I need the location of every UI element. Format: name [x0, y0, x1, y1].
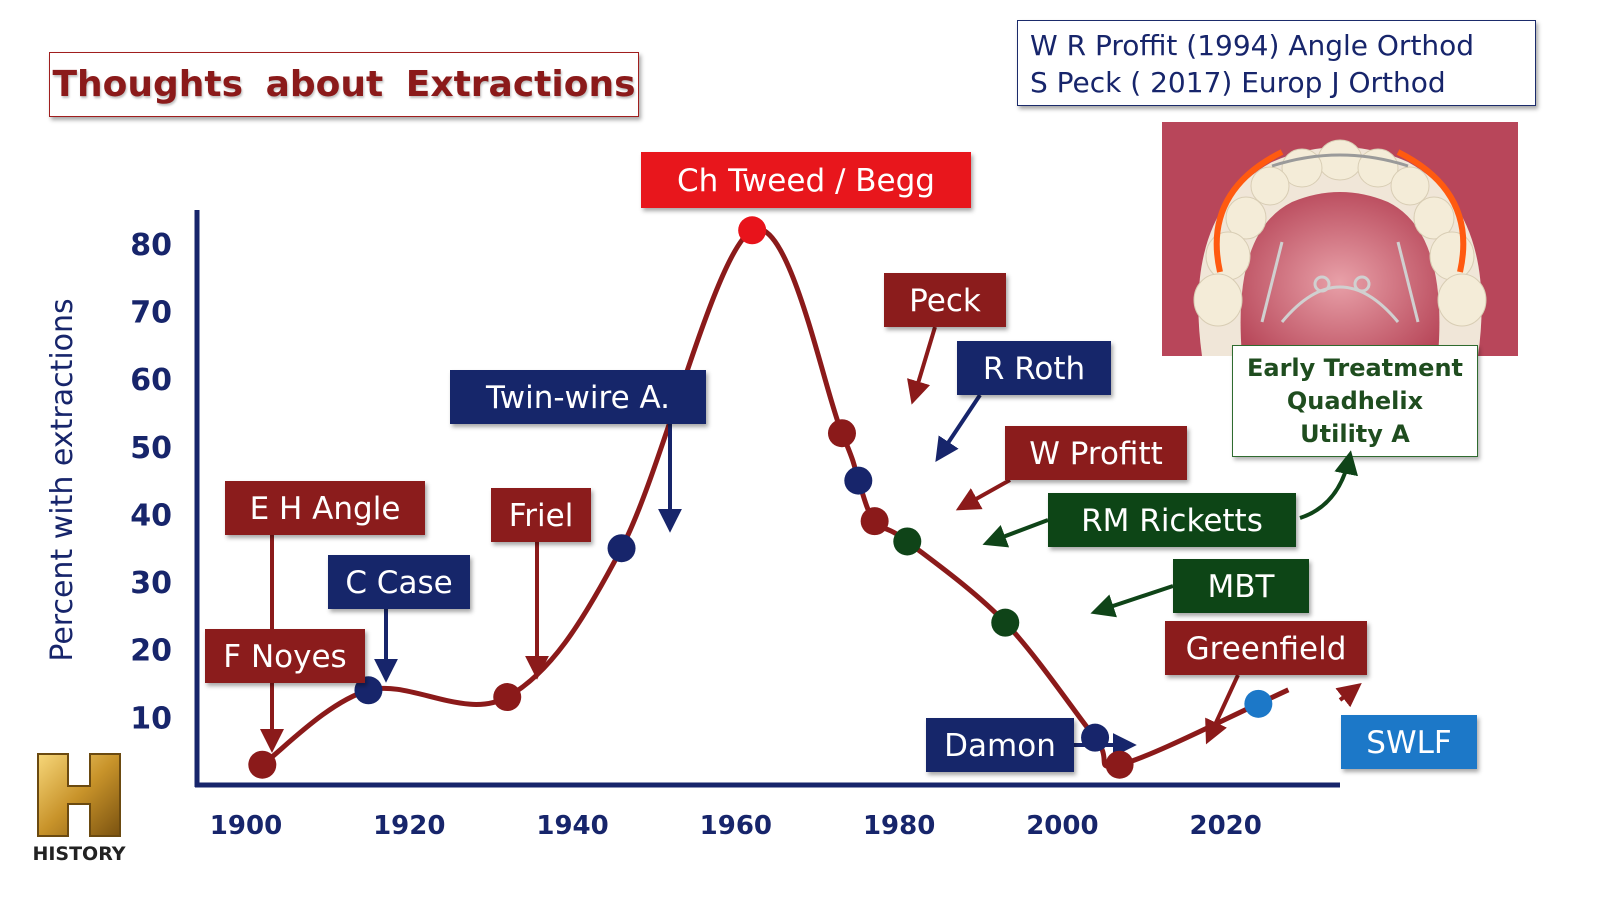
history-logo: HISTORY	[24, 752, 134, 865]
annotation-label: R Roth	[957, 341, 1111, 395]
annotation-label: Ch Tweed / Begg	[641, 152, 971, 208]
annotation-text: Greenfield	[1186, 631, 1347, 667]
x-tick-label: 2000	[1026, 811, 1098, 841]
trend-arrow	[1335, 683, 1362, 708]
annotation-label: Damon	[926, 718, 1074, 772]
annotation-label: Friel	[491, 488, 591, 542]
y-tick-label: 30	[130, 566, 172, 601]
page-title: Thoughts about Extractions	[52, 64, 636, 105]
annotation-text: W Profitt	[1029, 436, 1163, 472]
annotation-text: Damon	[944, 728, 1056, 764]
annotation-box	[1005, 426, 1187, 480]
x-tick-label: 1940	[536, 811, 608, 841]
annotation-text: E H Angle	[250, 491, 401, 527]
data-point	[1081, 723, 1110, 752]
annotation-box	[225, 481, 425, 535]
annotation-box	[884, 273, 1006, 327]
annotation-box	[926, 718, 1074, 772]
annotation-text: Ch Tweed / Begg	[677, 163, 935, 199]
annotation-arrow	[1205, 674, 1240, 745]
annotation-arrow	[982, 518, 1049, 548]
annotation-text: MBT	[1208, 569, 1276, 605]
data-point	[248, 750, 277, 779]
data-point	[1105, 750, 1134, 779]
reference-proffit: W R Proffit (1994) Angle Orthod	[1030, 29, 1475, 62]
x-tick-label: 1900	[210, 811, 282, 841]
dental-photo	[1162, 122, 1518, 356]
annotation-label: MBT	[1173, 559, 1309, 613]
references-box: W R Proffit (1994) Angle Orthod S Peck (…	[1017, 20, 1536, 106]
data-point	[607, 534, 636, 563]
annotation-box	[641, 152, 971, 208]
y-tick-label: 20	[130, 634, 172, 669]
history-h-icon: HISTORY	[32, 753, 126, 865]
y-tick-label: 70	[130, 295, 172, 330]
annotation-label: Peck	[884, 273, 1006, 327]
annotation-arrow	[955, 478, 1011, 511]
data-point	[991, 608, 1020, 637]
annotation-text: Twin-wire A.	[485, 380, 670, 416]
history-logo-text: HISTORY	[32, 843, 125, 864]
x-tick-label: 2020	[1190, 811, 1262, 841]
y-tick-label: 60	[130, 363, 172, 398]
x-tick-label: 1920	[373, 811, 445, 841]
y-tick-label: 50	[130, 431, 172, 466]
annotation-arrow	[935, 393, 982, 462]
annotation-box	[1165, 621, 1367, 675]
annotation-text: Peck	[909, 283, 981, 319]
data-point	[844, 466, 873, 495]
annotation-text: RM Ricketts	[1081, 503, 1263, 539]
annotation-label: Greenfield	[1165, 621, 1367, 675]
annotation-box	[1341, 715, 1477, 769]
data-point	[493, 683, 522, 712]
data-point	[893, 527, 922, 556]
annotation-label: SWLF	[1341, 715, 1477, 769]
annotation-text: F Noyes	[223, 639, 346, 675]
y-tick-label: 80	[130, 228, 172, 263]
annotation-arrow	[1090, 584, 1174, 618]
data-point	[860, 507, 889, 536]
reference-peck: S Peck ( 2017) Europ J Orthod	[1030, 66, 1446, 99]
annotation-label: E H Angle	[225, 481, 425, 535]
annotation-arrow	[907, 326, 937, 405]
data-point	[1244, 689, 1273, 718]
annotation-box	[491, 488, 591, 542]
annotation-box	[328, 555, 470, 609]
title-box: Thoughts about Extractions	[49, 52, 639, 117]
annotation-box	[205, 629, 365, 683]
annotation-box	[957, 341, 1111, 395]
early-treatment-line-3: Utility A	[1300, 419, 1410, 448]
data-point	[738, 216, 767, 245]
dental-photo-illustration	[1162, 122, 1518, 356]
annotation-text: C Case	[345, 565, 452, 601]
x-tick-label: 1960	[700, 811, 772, 841]
annotation-box	[1173, 559, 1309, 613]
annotation-box	[1048, 493, 1296, 547]
x-tick-label: 1980	[863, 811, 935, 841]
y-tick-label: 40	[130, 498, 172, 533]
annotation-text: Friel	[509, 498, 574, 534]
annotation-label: RM Ricketts	[1048, 493, 1296, 547]
y-tick-label: 10	[130, 701, 172, 736]
annotation-label: Twin-wire A.	[450, 370, 706, 424]
data-point	[827, 419, 856, 448]
annotation-text: SWLF	[1366, 725, 1451, 761]
data-point	[354, 676, 383, 705]
early-treatment-line-1: Early Treatment	[1246, 353, 1463, 382]
annotation-label: C Case	[328, 555, 470, 609]
ricketts-to-early-arrow	[1299, 450, 1358, 520]
annotation-box	[450, 370, 706, 424]
y-axis-label: Percent with extractions	[45, 298, 80, 661]
annotation-text: R Roth	[983, 351, 1085, 387]
annotation-label: F Noyes	[205, 629, 365, 683]
early-treatment-box: Early Treatment Quadhelix Utility A	[1232, 345, 1478, 457]
early-treatment-line-2: Quadhelix	[1286, 386, 1424, 415]
annotation-label: W Profitt	[1005, 426, 1187, 480]
